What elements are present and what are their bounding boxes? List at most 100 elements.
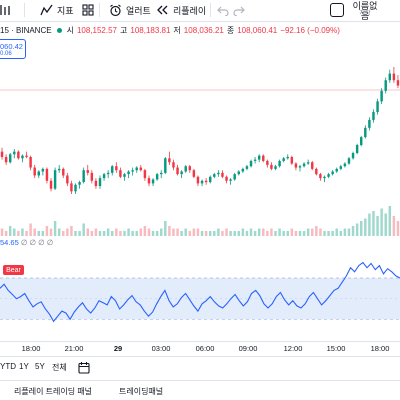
candle-body <box>160 172 163 175</box>
indicator-legend[interactable]: 54.65 ∅ ∅ ∅ ∅ <box>0 238 53 247</box>
candle-body <box>62 168 65 176</box>
price-box-sub: 0.06 <box>0 51 12 57</box>
range-5y[interactable]: 5Y <box>35 362 45 371</box>
volume-bar <box>384 213 387 236</box>
candle-body <box>17 151 20 159</box>
chart-type-icon[interactable] <box>0 2 12 18</box>
volume-bar <box>372 211 375 236</box>
candle-body <box>298 166 302 168</box>
candle-body <box>119 170 122 177</box>
volume-bar <box>147 228 151 236</box>
tab-trading-panel[interactable]: 트레이딩패널 <box>119 387 164 396</box>
candle-body <box>33 167 36 176</box>
candle-body <box>306 162 310 164</box>
time-tick: 29 <box>113 344 123 353</box>
calendar-icon[interactable] <box>78 361 90 379</box>
candle-body <box>66 175 69 184</box>
volume-bar <box>180 231 183 236</box>
volume-bar <box>74 231 77 236</box>
candle-body <box>331 171 334 175</box>
candle-body <box>98 178 102 187</box>
candle-body <box>8 154 12 163</box>
candle-body <box>245 166 249 169</box>
candle-body <box>196 176 200 184</box>
volume-bar <box>241 228 245 236</box>
candle-body <box>53 170 57 189</box>
indicator-value: 54.65 <box>0 238 19 247</box>
candle-body <box>82 170 85 183</box>
layouts-icon[interactable] <box>82 2 94 18</box>
range-1y[interactable]: 1Y <box>19 362 29 371</box>
volume-bar <box>233 231 236 236</box>
replay-label: 리플레이 <box>173 5 207 16</box>
volume-bar <box>221 231 224 236</box>
volume-bar <box>249 228 253 236</box>
range-ytd[interactable]: YTD <box>0 362 16 371</box>
candle-body <box>25 155 28 157</box>
volume-bar <box>388 206 392 236</box>
user-avatar-icon[interactable] <box>330 3 344 17</box>
toolbar-divider <box>24 3 25 17</box>
candle-body <box>115 166 118 171</box>
volume-bar <box>302 231 306 236</box>
candle-body <box>147 178 151 184</box>
range-all[interactable]: 전체 <box>52 363 67 372</box>
bear-label-tag: Bear <box>3 265 24 275</box>
candle-body <box>94 180 98 187</box>
alerts-button[interactable]: 얼러트 <box>109 2 151 18</box>
volume-bar <box>29 223 32 236</box>
volume-bar <box>237 231 240 236</box>
volume-bar <box>41 231 45 236</box>
replay-button[interactable]: 리플레이 <box>156 2 206 18</box>
open-label: 시 <box>66 25 74 35</box>
candle-body <box>102 174 106 179</box>
user-save-status: 저장 <box>359 11 371 17</box>
alarm-clock-icon <box>109 4 122 17</box>
price-input-box[interactable]: 060.42 0.06 <box>0 39 26 59</box>
volume-bar <box>160 228 163 236</box>
candle-body <box>339 166 343 169</box>
volume-bar <box>396 221 400 236</box>
volume-bar <box>311 228 314 236</box>
candle-body <box>262 155 265 161</box>
volume-bar <box>139 228 143 236</box>
volume-bar <box>94 228 98 236</box>
volume-bar <box>82 223 85 236</box>
candle-body <box>164 158 167 173</box>
candle-body <box>184 166 187 172</box>
time-axis[interactable]: 18:00 21:00 29 03:00 06:00 09:00 12:00 1… <box>0 341 400 355</box>
volume-bar <box>343 228 347 236</box>
price-chart[interactable] <box>0 22 400 340</box>
candle-body <box>111 166 114 173</box>
candle-body <box>200 180 204 184</box>
tab-replay-trading-panel[interactable]: 리플레이 트레이딩 패널 <box>14 387 93 396</box>
change-value: −92.16 (−0.09%) <box>280 25 340 35</box>
candle-body <box>217 172 220 175</box>
candle-body <box>315 168 318 175</box>
candle-body <box>192 170 196 177</box>
volume-bar <box>57 228 61 236</box>
low-value: 108,036.21 <box>183 25 224 35</box>
open-value: 108,152.57 <box>76 25 117 35</box>
volume-bar <box>262 228 265 236</box>
undo-icon[interactable] <box>217 2 229 18</box>
indicators-button[interactable]: 지표 <box>40 2 74 18</box>
candle-body <box>388 73 392 81</box>
user-name[interactable]: 이름없음 <box>352 1 378 21</box>
candle-body <box>319 174 322 179</box>
candle-body <box>351 152 355 159</box>
volume-bar <box>335 228 338 236</box>
candle-body <box>380 90 383 102</box>
symbol-label[interactable]: 15 · BINANCE <box>0 25 52 35</box>
candle-body <box>21 155 24 159</box>
volume-bar <box>164 221 167 236</box>
redo-icon[interactable] <box>233 2 245 18</box>
candle-body <box>213 174 216 177</box>
volume-bar <box>319 228 322 236</box>
rewind-icon <box>156 4 169 16</box>
volume-bar <box>66 228 69 236</box>
time-tick: 18:00 <box>370 344 390 353</box>
volume-bar <box>53 221 57 236</box>
volume-bar <box>135 231 138 236</box>
alerts-label: 얼러트 <box>126 5 151 16</box>
